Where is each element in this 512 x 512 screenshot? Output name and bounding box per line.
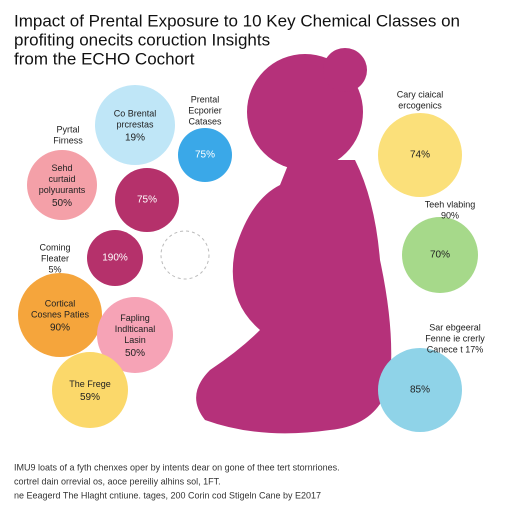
bubble-value: 5% <box>48 264 61 274</box>
bubble-value: 75% <box>137 195 157 206</box>
bubble-label: Fleater <box>41 253 69 263</box>
bubble <box>27 150 97 220</box>
bubble-label: Co Brental <box>114 108 157 118</box>
bubble-label: Firness <box>53 135 83 145</box>
bubble-label: polyuurants <box>39 185 86 195</box>
bubble-label: ercogenics <box>398 100 442 110</box>
bubble-label: Coming <box>39 242 70 252</box>
bubble-label: Cosnes Paties <box>31 309 90 319</box>
bubble <box>97 297 173 373</box>
title-line: profiting onecits coruction Insights <box>14 30 270 49</box>
bubble <box>87 230 143 286</box>
bubble-label: Pyrtal <box>56 124 79 134</box>
title: Impact of Prental Exposure to 10 Key Che… <box>14 11 460 68</box>
footer-line: ne Eeagerd The Hlaght cntiune. tages, 20… <box>14 490 321 500</box>
bubble-label: Cortical <box>45 298 76 308</box>
footer-line: cortrel dain orrevial os, aoce pereiliy … <box>14 476 221 486</box>
bubble-label: Fapling <box>120 313 150 323</box>
bubble <box>18 273 102 357</box>
title-line: Impact of Prental Exposure to 10 Key Che… <box>14 11 460 30</box>
bubble-value: 190% <box>102 253 128 264</box>
bubble <box>95 85 175 165</box>
bubble-label: Catases <box>188 116 222 126</box>
bubble-label: Sehd <box>51 163 72 173</box>
bubble <box>52 352 128 428</box>
bubble-value: 19% <box>125 133 145 144</box>
bubble-label: Fenne ie crerly <box>425 333 485 343</box>
bubble-label: Teeh vlabing <box>425 199 476 209</box>
bubble-value: 75% <box>195 150 215 161</box>
bubble <box>178 128 232 182</box>
bubble-value: 74% <box>410 150 430 161</box>
bubble-label: Canece t 17% <box>427 344 484 354</box>
bubble-value: 50% <box>125 348 145 359</box>
bubble-value: 59% <box>80 392 100 403</box>
bubble <box>378 348 462 432</box>
bubble-label: prcrestas <box>116 119 154 129</box>
bubble-value: 50% <box>52 198 72 209</box>
bubble <box>402 217 478 293</box>
dashed-ring <box>160 230 210 280</box>
bubble-value: 90% <box>50 323 70 334</box>
bubble-label: Prental <box>191 94 220 104</box>
silhouette <box>196 48 392 434</box>
bubble-label: Lasin <box>124 335 146 345</box>
title-line: from the ECHO Cochort <box>14 49 195 68</box>
bubble-label: Cary ciaical <box>397 89 444 99</box>
bubble-value: 70% <box>430 250 450 261</box>
bubble <box>378 113 462 197</box>
bubble-value: 85% <box>410 385 430 396</box>
footer: IMU9 loats of a fyth chenxes oper by int… <box>14 462 340 500</box>
bubble <box>115 168 179 232</box>
bubble-label: Sar ebgeeral <box>429 322 481 332</box>
bubble-label: The Frege <box>69 379 111 389</box>
bubble-label: Indlticanal <box>115 324 156 334</box>
bubble-label: Ecporier <box>188 105 222 115</box>
bubble-label: curtaid <box>48 174 75 184</box>
bubble-label: 90% <box>441 210 459 220</box>
footer-line: IMU9 loats of a fyth chenxes oper by int… <box>14 462 340 472</box>
